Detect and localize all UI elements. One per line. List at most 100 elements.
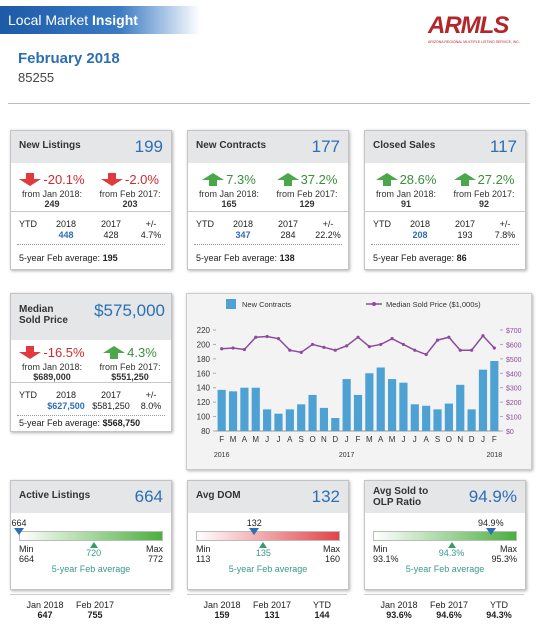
brand-text: Local Market	[8, 12, 89, 28]
year-label: 2017	[339, 452, 355, 459]
separator	[188, 211, 348, 212]
card-value: 94.9%	[468, 487, 517, 506]
ytd-head: 2017	[454, 219, 476, 229]
point	[492, 346, 496, 350]
change: -2.0% from Feb 2017: 203	[92, 171, 168, 209]
change-pct: -2.0%	[125, 172, 159, 187]
legend-swatch	[226, 299, 236, 309]
max-value: 160	[324, 554, 340, 564]
y-tick-label: 160	[197, 369, 211, 378]
average-label: 5-year Feb average:	[196, 253, 278, 263]
year-label: 2016	[214, 452, 230, 459]
card-header	[365, 131, 525, 163]
current-marker	[485, 528, 496, 535]
bar	[308, 394, 317, 431]
point	[276, 337, 281, 341]
min-value: 113	[196, 554, 211, 564]
x-tick-label: M	[252, 435, 259, 444]
min-value: 664	[19, 554, 35, 564]
average-label: 5-year Feb average:	[373, 253, 455, 263]
point	[310, 342, 315, 347]
ytd-head: +/-	[145, 219, 157, 229]
card-value: 199	[134, 137, 163, 156]
x-tick-label: O	[309, 435, 315, 444]
y-tick-label: 200	[197, 340, 211, 349]
separator	[365, 211, 525, 212]
gauge-bar	[373, 531, 517, 541]
point	[413, 348, 417, 352]
average-value: 94.3%	[438, 548, 465, 558]
arrow-down	[19, 173, 42, 186]
point	[401, 342, 406, 347]
gauge-card: Avg DOM 132 132 135 Min 113 Max 160 5-year Feb a…	[187, 480, 349, 590]
divider	[8, 103, 530, 104]
bar	[217, 389, 226, 431]
y-tick-label: 80	[201, 427, 210, 436]
bar	[478, 369, 488, 431]
bar	[353, 394, 363, 431]
x-tick-label: F	[356, 435, 361, 444]
header-bar	[0, 6, 200, 34]
footer-value: 159	[214, 610, 230, 620]
average-value: 138	[279, 253, 295, 263]
y2-tick-label: $400	[506, 371, 522, 378]
x-tick-label: M	[230, 435, 237, 444]
change-row: -2.0%	[92, 171, 168, 189]
change-base: $689,000	[33, 372, 71, 382]
gauge-bar	[19, 531, 163, 541]
max-label: Max	[499, 544, 517, 554]
x-tick-label: A	[242, 435, 248, 444]
ytd-value: 448	[58, 230, 74, 240]
change-label: from Jan 2018:	[21, 189, 83, 199]
change: 4.3% from Feb 2017: $551,250	[92, 344, 168, 382]
ytd-value: 7.8%	[494, 230, 516, 240]
year-label: 2018	[487, 452, 503, 459]
footer-line	[187, 594, 347, 595]
card-header	[11, 131, 171, 163]
card-title: Sold Price	[19, 315, 68, 326]
footer-label: YTD	[490, 600, 508, 610]
x-tick-label: F	[219, 435, 224, 444]
change-base: 165	[221, 199, 237, 209]
card-value: 117	[489, 137, 517, 156]
point	[481, 334, 485, 338]
footer-label: YTD	[313, 600, 331, 610]
average-label: 5-year Feb average:	[19, 418, 101, 428]
x-tick-label: S	[299, 435, 304, 444]
bar	[433, 409, 442, 431]
change-pct: 37.2%	[300, 172, 338, 187]
average-value: 720	[86, 548, 102, 558]
bar	[365, 373, 374, 431]
y2-tick-label: $700	[506, 328, 522, 335]
ytd-value: 22.2%	[315, 230, 341, 240]
y2-tick-label: $0	[506, 429, 514, 436]
y-tick-label: 180	[197, 355, 211, 364]
legend-dot	[372, 302, 376, 306]
ytd-head: 2017	[100, 219, 122, 229]
ytd-label: YTD	[19, 390, 37, 400]
change-base: $551,250	[111, 372, 149, 382]
average-marker	[89, 542, 98, 548]
bar	[376, 367, 385, 431]
card-title: Closed Sales	[373, 140, 436, 151]
x-tick-label: J	[265, 435, 269, 444]
bar	[331, 418, 340, 431]
x-tick-label: D	[332, 435, 338, 444]
ytd-head: +/-	[499, 219, 511, 229]
chart: 80 100 120 140 160 180 200 220 $0 $100 $200 $300 $40…	[197, 299, 522, 459]
average-value: 86	[456, 253, 467, 263]
change: 7.3% from Jan 2018: 165	[191, 171, 267, 209]
y2-tick-label: $200	[506, 400, 522, 407]
change-label: from Feb 2017:	[99, 362, 161, 372]
change-label: from Feb 2017:	[453, 189, 515, 199]
ytd-value: $627,500	[47, 401, 85, 411]
bar	[490, 361, 499, 431]
y2-tick-label: $100	[506, 415, 522, 422]
change-label: from Jan 2018:	[375, 189, 437, 199]
current-marker	[249, 528, 260, 535]
change-base: 92	[478, 199, 489, 209]
point	[390, 337, 394, 341]
ytd-label: YTD	[196, 219, 214, 229]
average-caption: 5-year Feb average	[228, 564, 308, 574]
